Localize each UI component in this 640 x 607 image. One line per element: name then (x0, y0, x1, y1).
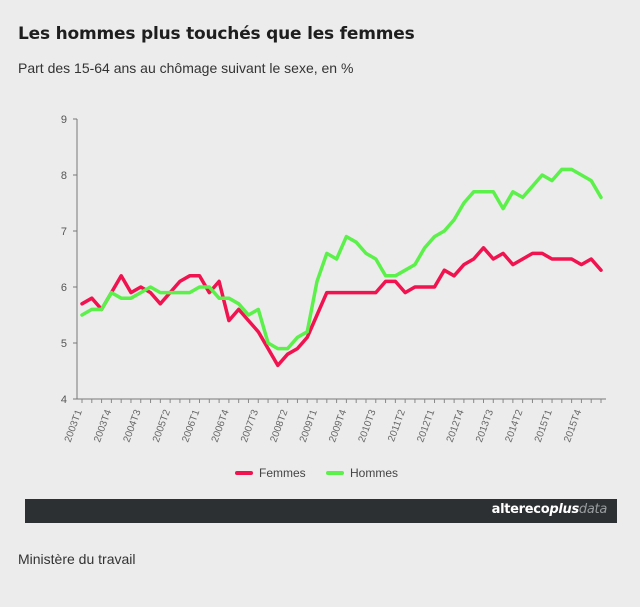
y-tick-label: 7 (61, 226, 67, 238)
x-tick-label: 2009T4 (327, 408, 349, 444)
x-tick-label: 2005T2 (151, 408, 173, 444)
y-tick-label: 8 (61, 170, 67, 182)
y-tick-label: 9 (61, 114, 67, 126)
line-chart: 4 5 6 7 8 9 2003T1 2003T4 2004T3 2005T2 2006T1 2006… (61, 114, 606, 480)
x-tick-label: 2013T3 (474, 408, 496, 444)
brand-logo-part-2: plus (549, 502, 579, 517)
y-tick-label: 5 (61, 338, 67, 350)
x-tick-label: 2015T4 (562, 408, 584, 444)
chart-title: Les hommes plus touchés que les femmes (18, 24, 415, 44)
series-line-hommes (80, 167, 603, 351)
x-tick-label: 2007T3 (239, 408, 261, 444)
x-tick-label: 2006T1 (180, 408, 202, 444)
x-tick-label: 2010T3 (357, 408, 379, 444)
brand-logo: alterecoplusdata (491, 502, 608, 517)
x-tick-label: 2011T2 (386, 408, 408, 443)
x-tick-label: 2009T1 (298, 408, 320, 444)
x-tick-label: 2012T4 (445, 408, 467, 444)
legend-label-hommes: Hommes (350, 466, 398, 480)
x-tick-label: 2004T3 (122, 408, 144, 444)
series-line-femmes (80, 246, 603, 368)
chart-subtitle: Part des 15-64 ans au chômage suivant le… (18, 60, 354, 76)
x-tick-label: 2003T4 (92, 408, 114, 444)
x-tick-label: 2006T4 (210, 408, 232, 444)
brand-banner: alterecoplusdata (25, 499, 617, 523)
x-tick-label: 2012T1 (415, 408, 437, 444)
source-note: Ministère du travail (18, 551, 136, 567)
x-tick-label: 2003T1 (63, 408, 85, 444)
y-tick-label: 6 (61, 282, 67, 294)
x-tick-label: 2015T1 (533, 408, 555, 444)
x-tick-label: 2008T2 (269, 408, 291, 444)
legend-label-femmes: Femmes (259, 466, 306, 480)
y-tick-label: 4 (61, 394, 67, 406)
x-tick-label: 2014T2 (504, 408, 526, 444)
brand-logo-part-1: altereco (491, 502, 550, 517)
brand-logo-part-3: data (578, 502, 607, 517)
